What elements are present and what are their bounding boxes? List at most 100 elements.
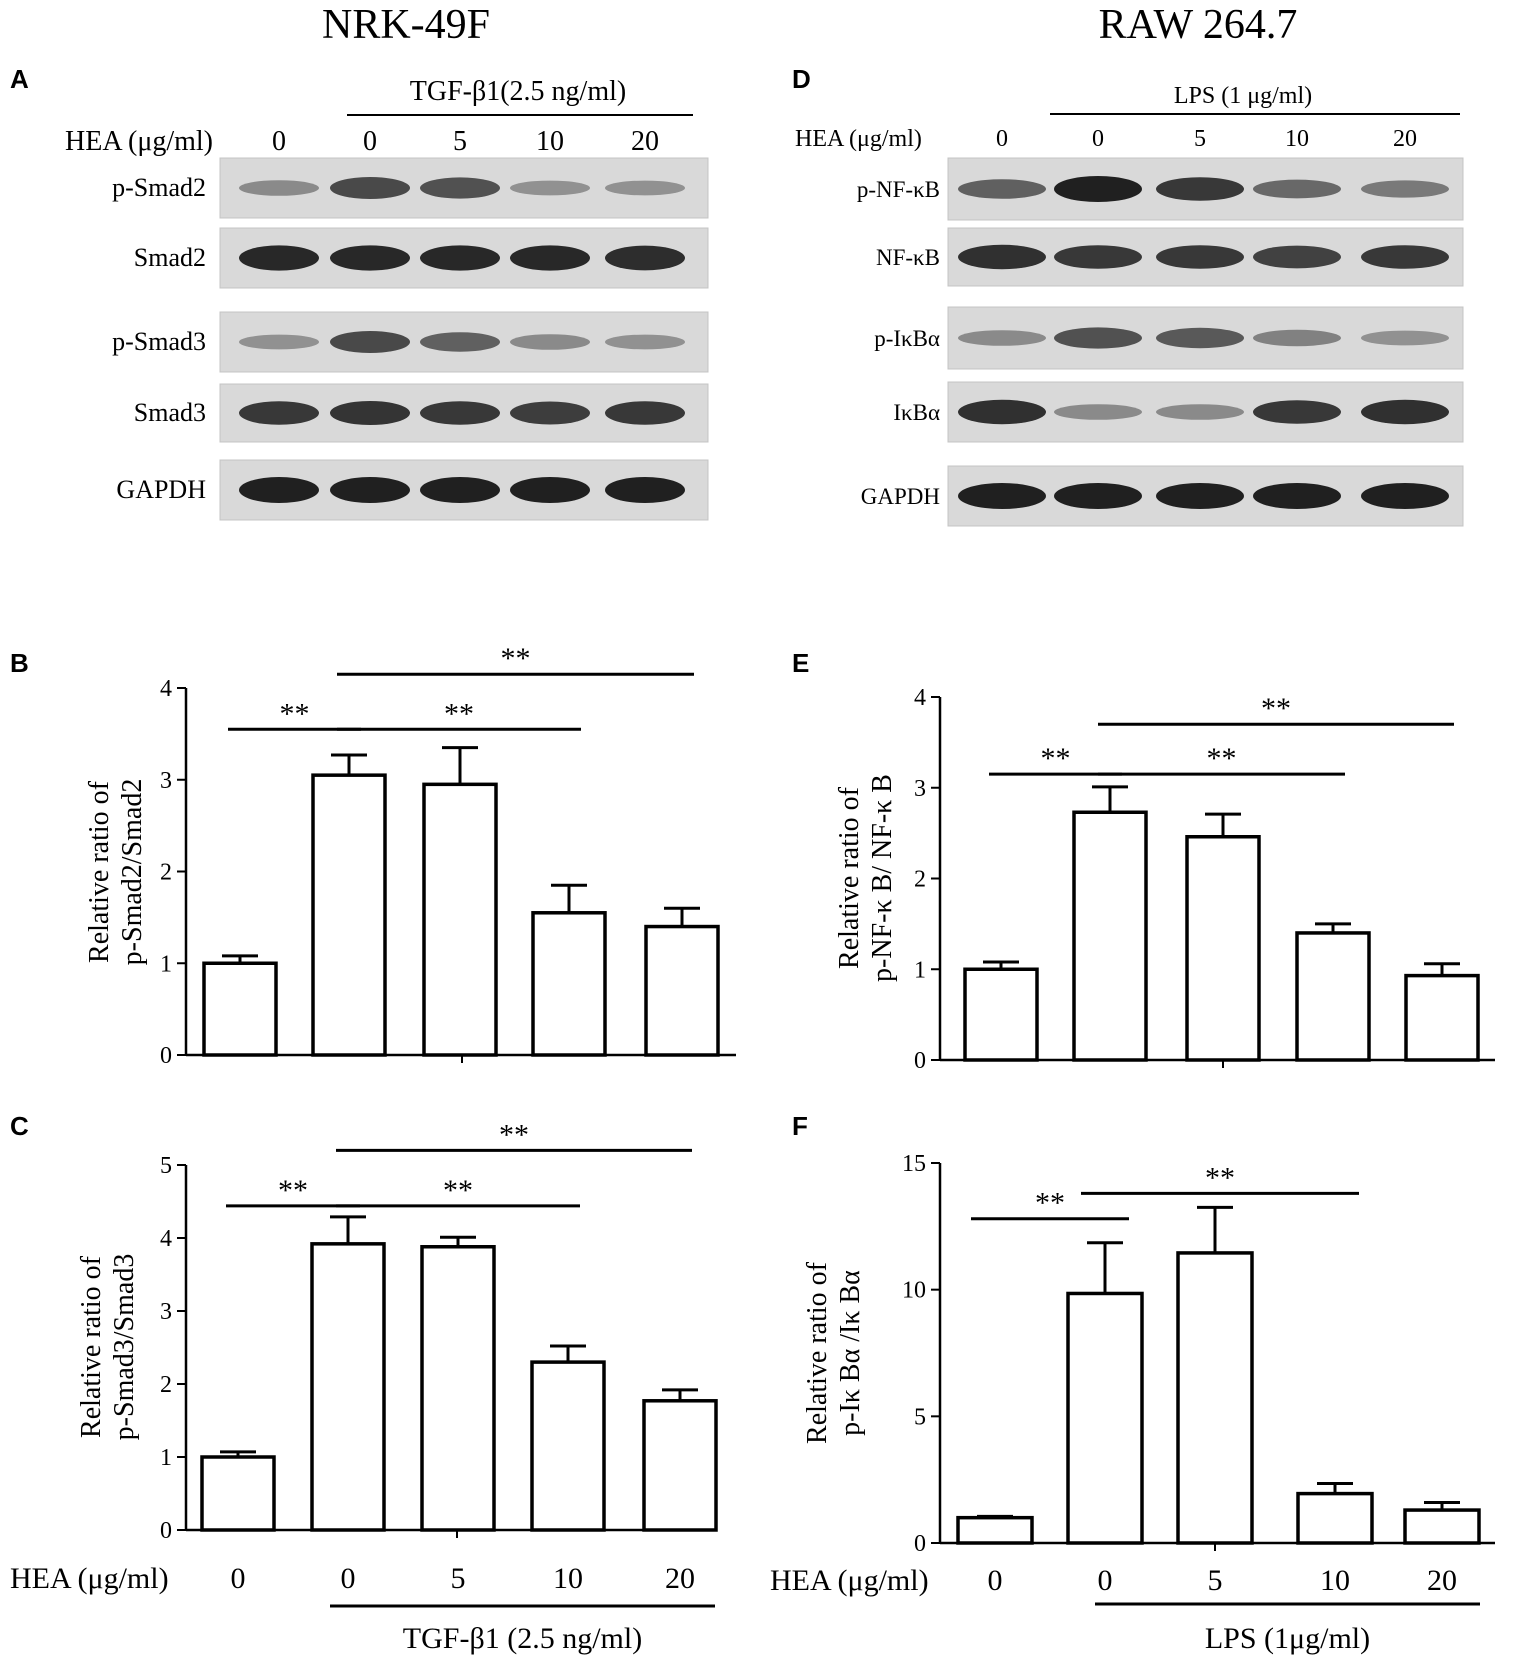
dose-label: 0 [272,126,286,157]
blot-band [605,477,685,503]
panel-letter: C [10,1111,29,1141]
bar [530,1360,606,1532]
blot-band [1253,329,1341,347]
bar [422,782,498,1057]
chart-panel-f: F 0 5 10 15 Relative ratio ofp-Iκ Bα /Iκ Bα **… [770,1111,1495,1655]
y-axis-label-line: p-Smad3/Smad3 [109,1254,140,1441]
chart-panel-e: E 0 1 2 3 4 Relative ratio ofp-NF-κ B/ NF-κ B *… [792,648,1495,1074]
x-tick-label: 10 [553,1562,583,1595]
blot-band [239,334,319,350]
y-tick-label: 0 [914,1048,926,1074]
bar [202,961,278,1057]
y-tick-label: 1 [160,1445,172,1471]
blot-band [1253,400,1341,424]
dose-label: 0 [363,126,377,157]
bar [1403,1508,1481,1545]
blot-band [510,245,590,271]
y-axis-label-line: p-NF-κ B/ NF-κ B [867,774,898,982]
blot-band [239,401,319,425]
blot-band [1156,327,1244,349]
panel-letter: D [792,64,811,94]
significance-stars: ** [443,1174,473,1207]
y-axis-label-line: p-Smad2/Smad2 [117,779,148,966]
significance-stars: ** [1205,1161,1235,1194]
y-tick-label: 2 [914,867,926,893]
y-tick-label: 0 [160,1043,172,1069]
y-axis-label-line: Relative ratio of [84,780,115,963]
x-tick-label: 0 [1098,1564,1113,1597]
y-tick-label: 0 [160,1518,172,1544]
significance-stars: ** [1035,1187,1065,1220]
blot-row-label: GAPDH [116,475,206,504]
x-axis-prefix: HEA (μg/ml) [770,1564,929,1597]
blot-band [239,245,319,271]
panel-letter: B [10,648,29,678]
bar [1404,973,1480,1062]
blot-band [605,401,685,425]
x-axis-prefix: HEA (μg/ml) [10,1562,169,1595]
x-tick-label: 20 [665,1562,695,1595]
y-tick-label: 1 [914,957,926,983]
y-axis-label-line: Relative ratio of [802,1261,833,1444]
header-left: NRK-49F [322,2,490,48]
significance-stars: ** [280,697,310,730]
x-tick-label: 5 [1208,1564,1223,1597]
blot-band [330,400,410,426]
panel-letter: F [792,1111,808,1141]
y-tick-label: 4 [160,676,172,702]
dose-label: 5 [453,126,467,157]
x-tick-label: 0 [988,1564,1003,1597]
header-right: RAW 264.7 [1099,2,1298,48]
y-axis-label-line: Relative ratio of [76,1255,107,1438]
blot-band [1253,245,1341,269]
blot-band [958,483,1046,509]
y-tick-label: 5 [160,1153,172,1179]
chart-panel-c: C 0 1 2 3 4 5 Relative ratio ofp-Smad3/Smad3 ** *… [10,1111,718,1655]
y-tick-label: 3 [160,1299,172,1325]
blot-band [1361,180,1449,198]
blot-band [330,331,410,353]
blot-band [1156,177,1244,201]
y-axis-label-line: Relative ratio of [834,786,865,969]
blot-band [1054,327,1142,349]
y-axis-label: Relative ratio ofp-Iκ Bα /Iκ Bα [802,1261,866,1444]
blot-band [1054,404,1142,420]
bar [1295,931,1371,1062]
dose-label: 20 [1393,126,1417,152]
y-tick-label: 2 [160,860,172,886]
blot-band [1156,245,1244,269]
blot-band [1361,483,1449,509]
y-axis-label-line: p-Iκ Bα /Iκ Bα [835,1270,866,1436]
blot-band [1361,245,1449,269]
dose-label: 20 [631,126,659,157]
blot-band [1361,399,1449,425]
blot-row-label: p-Smad3 [112,327,206,356]
x-tick-label: 20 [1427,1564,1457,1597]
blot-panel-a: A TGF-β1(2.5 ng/ml) HEA (μg/ml) 0 0 5 10 20 p-Sm… [10,64,709,521]
blot-row-label: p-Smad2 [112,173,206,202]
blot-band [1253,483,1341,509]
dose-label: 0 [996,126,1008,152]
blot-band [510,180,590,196]
blot-band [239,477,319,503]
bar [1296,1491,1374,1545]
blot-band [330,245,410,271]
y-tick-label: 3 [160,768,172,794]
blot-band [1156,404,1244,420]
dose-label: 10 [1285,126,1309,152]
blot-band [420,477,500,503]
dose-label: 0 [1092,126,1104,152]
bar [420,1245,496,1532]
blot-band [510,334,590,350]
blot-band [510,477,590,503]
y-tick-label: 15 [902,1151,926,1177]
blot-band [330,477,410,503]
bar [310,1242,386,1532]
hea-label: HEA (μg/ml) [795,126,922,152]
treatment-label: LPS (1 μg/ml) [1174,83,1312,109]
blot-band [330,177,410,199]
bar [644,924,720,1057]
bar [1176,1251,1254,1545]
bar [1185,835,1261,1062]
blot-row-label: Smad3 [134,398,206,427]
